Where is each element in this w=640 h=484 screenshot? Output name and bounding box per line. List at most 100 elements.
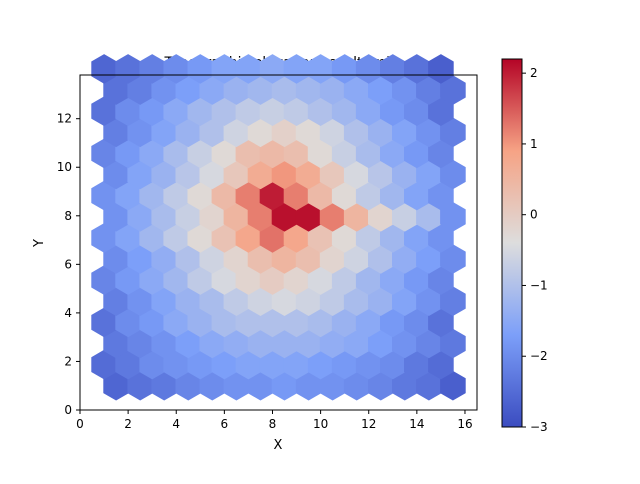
hex-cell	[187, 349, 214, 380]
hex-cell	[355, 223, 382, 253]
hex-cell	[440, 286, 466, 316]
hex-cell	[151, 117, 177, 148]
hex-cell	[139, 180, 165, 211]
hex-cell	[175, 117, 202, 148]
hex-cell	[295, 202, 322, 232]
x-axis: 0 2 4 6 8 10 12 14 16	[76, 410, 473, 431]
hex-cell	[163, 96, 189, 126]
hex-cell	[271, 75, 298, 105]
hex-cell	[139, 138, 165, 169]
hex-cell	[103, 159, 129, 190]
hex-cell	[175, 286, 202, 316]
hex-cell	[440, 159, 466, 190]
hex-cell	[404, 138, 430, 169]
colorbar	[501, 58, 523, 428]
hex-cell	[199, 202, 226, 232]
hex-cell	[319, 202, 346, 232]
hex-cell	[331, 54, 358, 84]
hex-cell	[307, 223, 334, 253]
hex-cell	[139, 349, 165, 380]
hex-cell	[343, 117, 370, 148]
hex-cell	[331, 223, 358, 253]
hex-cell	[175, 370, 202, 401]
hex-cell	[307, 265, 334, 295]
hex-cell	[103, 286, 129, 316]
hex-cell	[259, 180, 286, 211]
hex-cell	[295, 328, 322, 359]
hex-cell	[199, 328, 226, 359]
hex-cell	[127, 286, 153, 316]
hex-cell	[223, 75, 250, 105]
hex-cell	[235, 180, 262, 211]
hex-cell	[416, 370, 442, 401]
hex-cell	[247, 159, 274, 190]
y-tick-label: 10	[57, 160, 72, 174]
hex-cell	[127, 159, 153, 190]
hex-cell	[380, 180, 406, 211]
hex-cell	[428, 180, 454, 211]
hex-cell	[175, 202, 202, 232]
hex-cell	[91, 138, 117, 169]
hex-cell	[247, 370, 274, 401]
hex-cell	[235, 54, 262, 84]
hex-cell	[115, 96, 141, 126]
hex-cell	[247, 244, 274, 274]
hex-cell	[295, 75, 322, 105]
hex-cell	[223, 159, 250, 190]
hex-cell	[368, 244, 394, 274]
hex-cell	[343, 244, 370, 274]
hex-cell	[223, 117, 250, 148]
hex-cell	[151, 286, 177, 316]
hex-cell	[295, 370, 322, 401]
hex-cell	[175, 159, 202, 190]
hex-cell	[235, 307, 262, 338]
hex-cell	[392, 244, 418, 274]
hex-cell	[392, 328, 418, 359]
x-tick-label: 2	[124, 417, 132, 431]
hex-cell	[211, 96, 238, 126]
x-tick-label: 4	[172, 417, 180, 431]
hex-cell	[368, 159, 394, 190]
hex-cell	[199, 244, 226, 274]
hex-cell	[428, 307, 454, 338]
hex-cell	[127, 75, 153, 105]
hex-cell	[103, 244, 129, 274]
x-tick-label: 8	[269, 417, 277, 431]
hex-cell	[211, 54, 238, 84]
colorbar-tick-label: 1	[530, 137, 538, 151]
hex-cell	[343, 75, 370, 105]
hex-cell	[91, 307, 117, 338]
hex-cell	[319, 244, 346, 274]
x-tick-label: 14	[409, 417, 424, 431]
hex-cell	[368, 202, 394, 232]
hex-cell	[331, 265, 358, 295]
hex-cell	[380, 307, 406, 338]
hex-cell	[343, 370, 370, 401]
hex-cell	[392, 75, 418, 105]
hex-cell	[199, 286, 226, 316]
hex-cell	[175, 75, 202, 105]
hex-cell	[103, 328, 129, 359]
hex-cell	[115, 138, 141, 169]
hex-cell	[440, 328, 466, 359]
x-tick-label: 6	[221, 417, 229, 431]
hex-cell	[103, 117, 129, 148]
hex-cell	[307, 138, 334, 169]
hex-cell	[91, 265, 117, 295]
hex-cell	[115, 349, 141, 380]
hex-cell	[319, 159, 346, 190]
hex-cell	[127, 117, 153, 148]
hex-cell	[223, 244, 250, 274]
hex-cell	[271, 202, 298, 232]
hex-cell	[380, 96, 406, 126]
hex-cell	[247, 286, 274, 316]
x-axis-label: X	[274, 438, 283, 453]
hex-cell	[404, 349, 430, 380]
hex-cell	[115, 307, 141, 338]
hex-cell	[440, 244, 466, 274]
hex-cell	[392, 286, 418, 316]
hex-cell	[428, 54, 454, 84]
hex-cell	[283, 54, 310, 84]
hex-cell	[259, 265, 286, 295]
hex-cell	[103, 75, 129, 105]
